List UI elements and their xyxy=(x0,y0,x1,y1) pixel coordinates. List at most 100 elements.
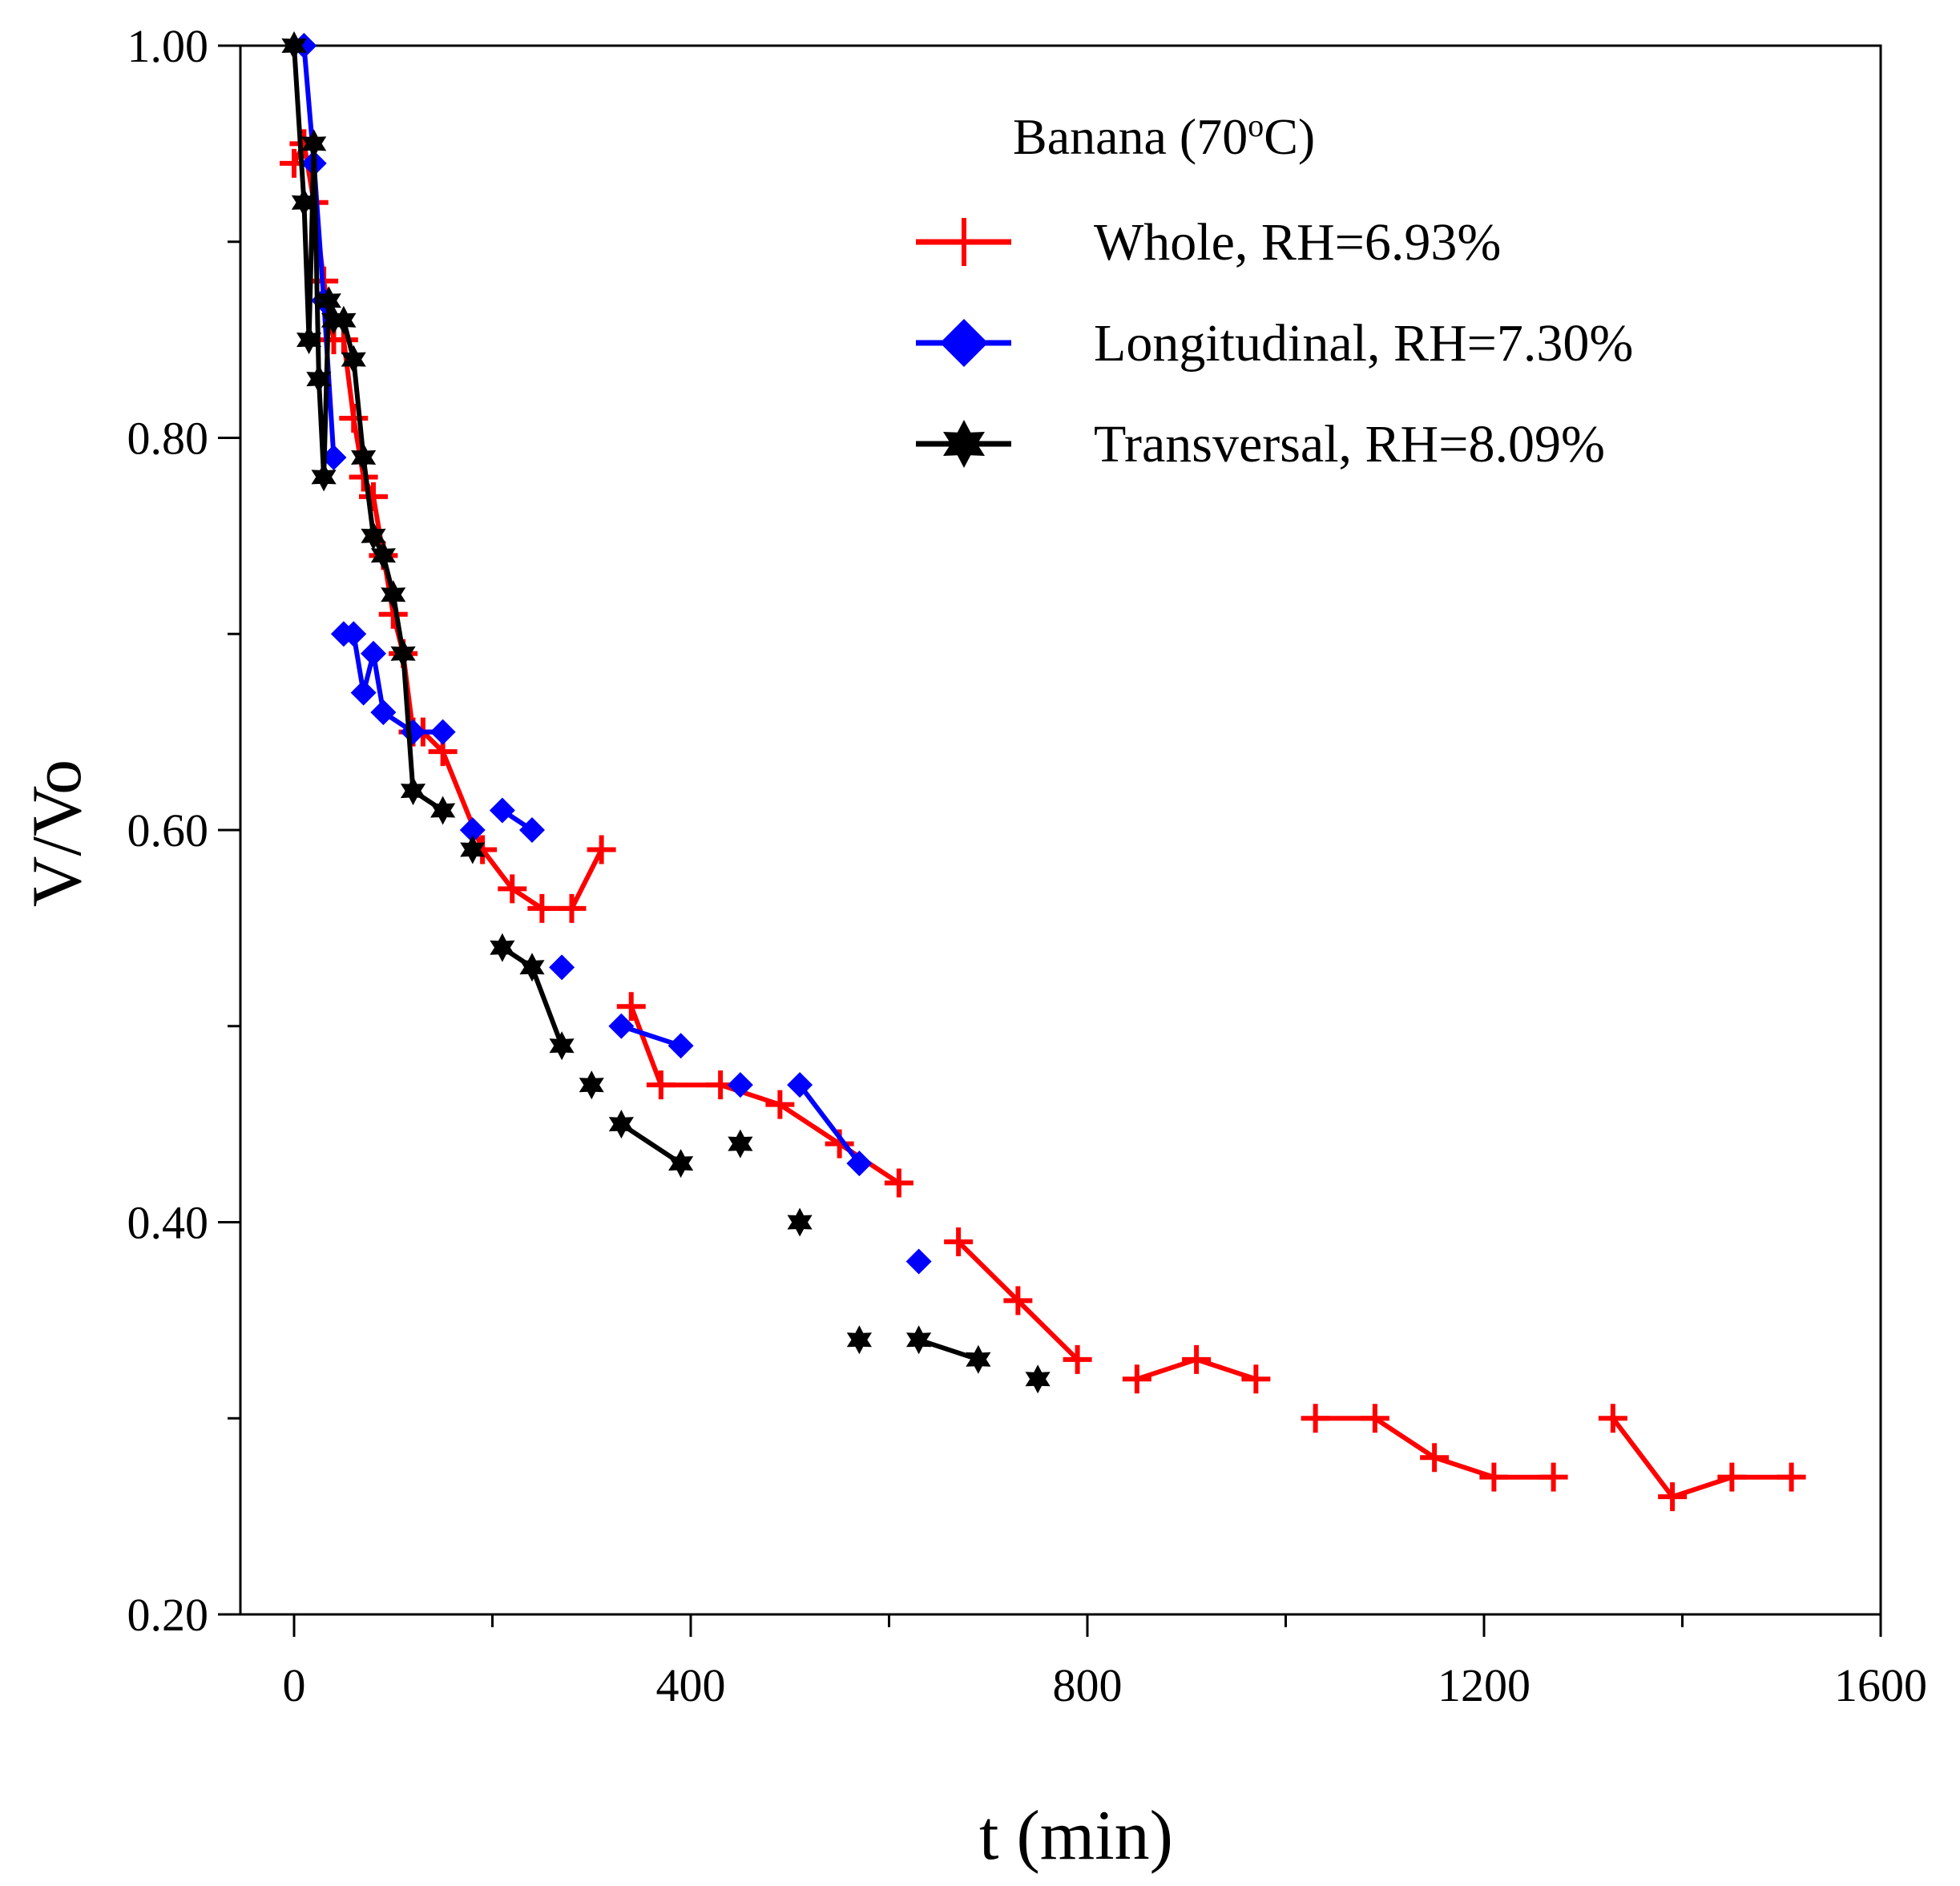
data-point xyxy=(306,365,332,394)
data-point xyxy=(667,1033,694,1059)
x-tick-label: 1200 xyxy=(1438,1659,1530,1711)
data-point xyxy=(765,1090,795,1119)
series-star xyxy=(281,31,1051,1394)
data-point xyxy=(519,817,545,843)
data-point xyxy=(940,218,988,266)
data-point xyxy=(1777,1462,1806,1492)
data-point xyxy=(884,1168,913,1198)
data-point xyxy=(1063,1344,1092,1374)
data-point xyxy=(846,1325,872,1355)
data-point xyxy=(608,1110,634,1139)
data-point xyxy=(331,305,357,335)
series-line xyxy=(292,141,604,911)
data-point xyxy=(498,874,527,904)
data-point xyxy=(350,679,377,706)
plot-area xyxy=(280,31,1806,1512)
legend-entry: Whole, RH=6.93% xyxy=(916,213,1501,272)
data-point xyxy=(905,1248,932,1275)
data-point xyxy=(430,796,456,825)
data-point xyxy=(351,443,377,472)
data-point xyxy=(846,1151,873,1177)
legend-label: Longitudinal, RH=7.30% xyxy=(1094,314,1633,373)
data-point xyxy=(370,699,397,726)
data-point xyxy=(587,835,616,864)
data-point xyxy=(727,1072,753,1098)
y-tick-label: 1.00 xyxy=(127,20,209,72)
data-point xyxy=(301,129,327,159)
series-line xyxy=(1611,1417,1792,1500)
y-tick-label: 0.80 xyxy=(127,413,209,465)
data-point xyxy=(311,462,337,492)
data-point xyxy=(316,286,341,316)
data-point xyxy=(1003,1286,1033,1316)
axes: 0.20 0.40 0.60 0.80 1.00 0 400 800 1200 1600 xyxy=(127,20,1928,1711)
data-point xyxy=(1241,1364,1271,1394)
series-diamond xyxy=(291,33,932,1275)
y-tick-label: 0.20 xyxy=(127,1589,209,1641)
data-point xyxy=(341,621,367,647)
data-point xyxy=(668,1149,694,1179)
legend-title: Banana (70oC) xyxy=(1013,107,1315,165)
legend-label: Whole, RH=6.93% xyxy=(1094,213,1501,272)
data-point xyxy=(1539,1462,1568,1492)
data-point xyxy=(616,992,646,1022)
data-point xyxy=(549,954,575,981)
legend-label: Transversal, RH=8.09% xyxy=(1094,415,1605,474)
data-point xyxy=(361,521,386,550)
data-point xyxy=(608,1013,635,1039)
data-point xyxy=(1717,1462,1747,1492)
data-point xyxy=(1420,1443,1450,1473)
data-point xyxy=(943,420,985,468)
data-point xyxy=(490,933,515,962)
data-point xyxy=(1479,1462,1509,1492)
data-point xyxy=(1301,1404,1330,1433)
legend-entry: Transversal, RH=8.09% xyxy=(916,415,1605,474)
data-point xyxy=(281,31,307,60)
data-point xyxy=(321,444,347,470)
data-point xyxy=(787,1072,813,1098)
data-point xyxy=(370,541,396,570)
data-point xyxy=(549,1031,575,1061)
plot-frame xyxy=(239,44,1882,1616)
data-point xyxy=(519,953,545,982)
data-point xyxy=(489,797,515,824)
series-line xyxy=(620,1023,682,1049)
data-point xyxy=(557,893,587,923)
x-tick-label: 0 xyxy=(283,1659,306,1711)
data-point xyxy=(787,1207,813,1237)
y-tick-label: 0.60 xyxy=(127,804,209,856)
data-point xyxy=(1025,1364,1051,1394)
data-point xyxy=(940,319,988,367)
legend-entries: Whole, RH=6.93% Longitudinal, RH=7.30% Tra… xyxy=(916,213,1633,474)
data-point xyxy=(400,776,426,806)
y-axis-title: V/Vo xyxy=(18,760,96,907)
data-point xyxy=(646,1070,676,1100)
data-point xyxy=(359,482,388,511)
data-point xyxy=(459,817,486,843)
data-point xyxy=(527,893,557,923)
data-point xyxy=(296,325,322,355)
x-tick-label: 400 xyxy=(656,1659,726,1711)
data-point xyxy=(944,1227,974,1256)
x-axis-title: t (min) xyxy=(979,1797,1173,1875)
data-point xyxy=(291,187,317,217)
x-tick-label: 800 xyxy=(1053,1659,1123,1711)
data-point xyxy=(339,404,369,433)
data-point xyxy=(906,1325,932,1355)
data-point xyxy=(1658,1482,1688,1512)
legend-title-main: Banana (70 xyxy=(1013,108,1248,165)
data-point xyxy=(1122,1364,1151,1394)
series-line xyxy=(797,1083,861,1165)
data-point xyxy=(321,305,347,335)
data-point xyxy=(361,640,386,667)
x-tick-label: 1600 xyxy=(1834,1659,1927,1711)
legend: Banana (70oC) Whole, RH=6.93% Longitudina… xyxy=(916,107,1633,474)
data-point xyxy=(1360,1404,1389,1433)
data-point xyxy=(1598,1404,1627,1433)
data-point xyxy=(460,835,486,864)
legend-entry: Longitudinal, RH=7.30% xyxy=(916,314,1633,373)
data-point xyxy=(341,345,366,374)
data-point xyxy=(430,719,456,745)
data-point xyxy=(579,1070,604,1100)
